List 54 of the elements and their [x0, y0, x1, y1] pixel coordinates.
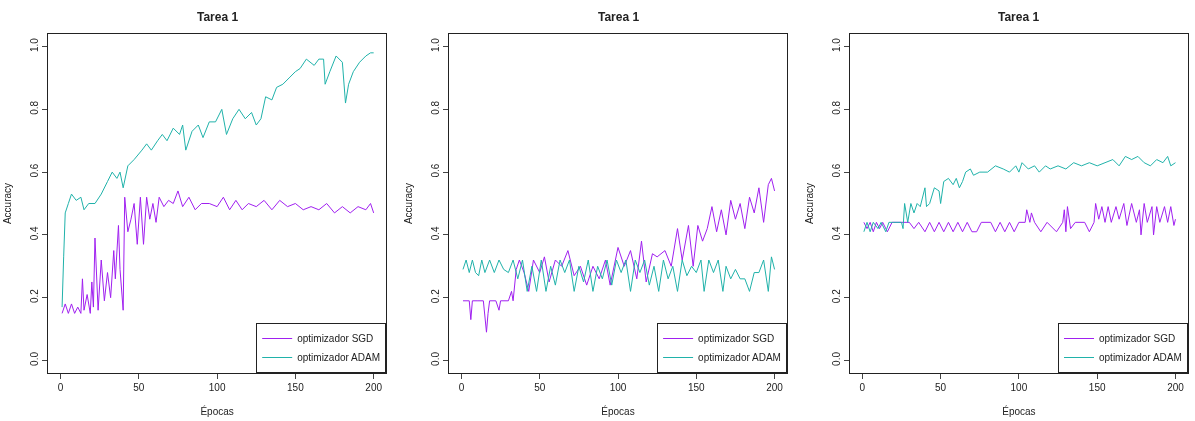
line-series [462, 256, 776, 292]
line-series [462, 177, 776, 333]
y-tick-label: 0.2 [429, 288, 441, 304]
legend-label: optimizador SGD [698, 333, 775, 345]
x-tick-label: 150 [287, 382, 305, 393]
y-tick-label: 0.4 [29, 226, 40, 241]
y-tick-label: 1.0 [29, 37, 40, 53]
y-tick-label: 1.0 [429, 37, 441, 53]
line-series [863, 155, 1176, 233]
x-tick-label: 100 [208, 382, 226, 393]
x-tick-label: 200 [365, 382, 383, 393]
y-tick-label: 0.0 [29, 351, 40, 366]
x-tick-label: 150 [687, 382, 706, 393]
x-tick-label: 100 [609, 382, 627, 393]
legend-label: optimizador ADAM [1099, 352, 1182, 364]
legend-label: optimizador SGD [297, 333, 374, 345]
x-axis-title: Épocas [601, 404, 635, 417]
x-tick-label: 0 [458, 382, 465, 393]
y-tick-label: 0.6 [830, 163, 842, 178]
x-tick-label: 50 [133, 382, 145, 393]
x-tick-label: 0 [57, 382, 64, 393]
x-tick-label: 50 [935, 382, 947, 393]
y-tick-label: 0.2 [830, 288, 842, 304]
y-tick-label: 0.8 [29, 100, 40, 115]
y-tick-label: 0.6 [29, 163, 40, 178]
y-axis-title: Accuracy [803, 182, 815, 225]
y-tick-label: 0.2 [29, 288, 40, 304]
chart-title: Tarea 1 [998, 10, 1040, 24]
chart-title: Tarea 1 [598, 10, 640, 24]
x-tick-label: 150 [1088, 382, 1106, 393]
x-tick-label: 50 [534, 382, 546, 393]
y-tick-label: 0.0 [429, 351, 441, 366]
line-series [61, 190, 375, 314]
y-tick-label: 0.8 [429, 100, 441, 115]
y-tick-label: 0.0 [830, 351, 842, 366]
y-tick-label: 1.0 [830, 37, 842, 53]
x-tick-label: 0 [859, 382, 866, 393]
chart-title: Tarea 1 [197, 10, 239, 24]
line-series [61, 52, 375, 308]
y-tick-label: 0.8 [830, 100, 842, 115]
x-axis-title: Épocas [200, 404, 234, 417]
y-tick-label: 0.6 [429, 163, 441, 178]
x-tick-label: 100 [1010, 382, 1028, 393]
y-tick-label: 0.4 [830, 226, 842, 241]
x-tick-label: 200 [766, 382, 784, 393]
x-tick-label: 200 [1167, 382, 1185, 393]
y-tick-label: 0.4 [429, 226, 441, 241]
legend-label: optimizador SGD [1099, 333, 1176, 345]
line-series [863, 203, 1176, 236]
y-axis-title: Accuracy [2, 182, 13, 225]
x-axis-title: Épocas [1002, 404, 1036, 417]
y-axis-title: Accuracy [402, 182, 414, 225]
legend-label: optimizador ADAM [698, 352, 781, 364]
legend-label: optimizador ADAM [297, 352, 381, 364]
